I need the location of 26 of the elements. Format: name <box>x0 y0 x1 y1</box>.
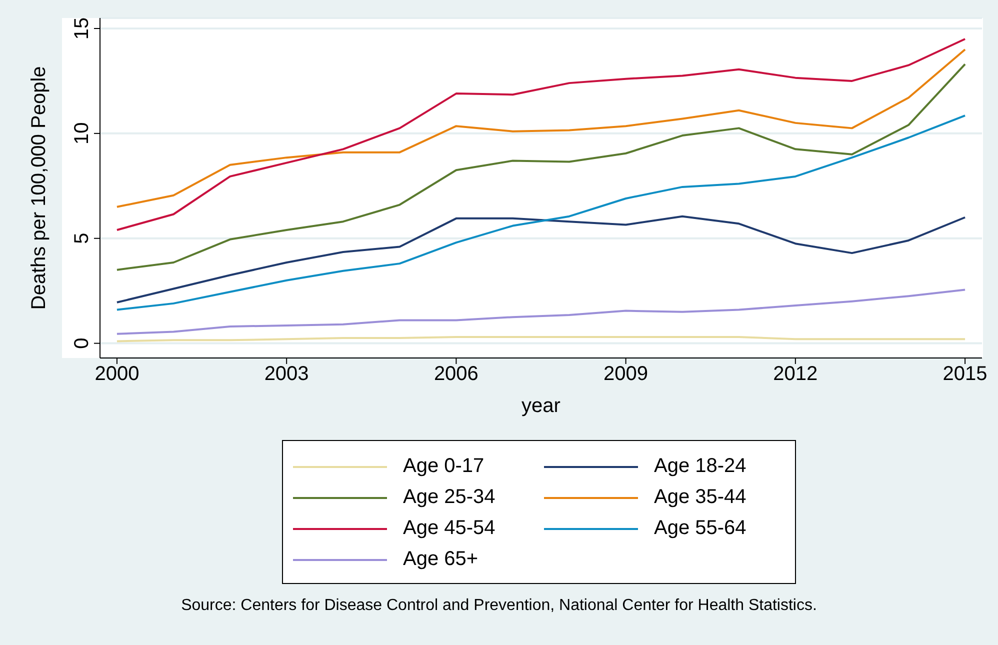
y-tick-label: 10 <box>71 122 93 145</box>
y-tick-label: 5 <box>71 232 93 244</box>
legend-label: Age 0-17 <box>403 455 484 478</box>
line-series <box>116 48 966 208</box>
x-tick-label: 2006 <box>434 363 478 386</box>
line-series <box>116 288 966 335</box>
x-tick-label: 2003 <box>264 363 309 386</box>
line-series <box>116 215 966 304</box>
x-tick-label: 2015 <box>942 363 988 386</box>
legend-label: Age 25-34 <box>403 486 496 509</box>
legend-label: Age 18-24 <box>654 455 746 478</box>
x-axis-title: year <box>522 395 561 417</box>
y-tick-label: 15 <box>71 17 93 40</box>
legend-label: Age 65+ <box>403 548 478 571</box>
x-tick-label: 2000 <box>94 363 140 386</box>
legend-label: Age 55-64 <box>654 517 746 540</box>
legend-label: Age 35-44 <box>654 486 746 509</box>
x-tick-label: 2009 <box>604 363 648 386</box>
y-tick-label: 0 <box>71 338 93 349</box>
x-tick-label: 2012 <box>773 363 818 386</box>
legend-label: Age 45-54 <box>403 517 496 540</box>
line-series <box>116 63 966 271</box>
y-axis-title: Deaths per 100,000 People <box>28 66 50 310</box>
source-note: Source: Centers for Disease Control and Prevention, National Center for Health Statistics. <box>180 597 818 615</box>
line-series <box>116 114 966 311</box>
line-series <box>116 38 966 231</box>
